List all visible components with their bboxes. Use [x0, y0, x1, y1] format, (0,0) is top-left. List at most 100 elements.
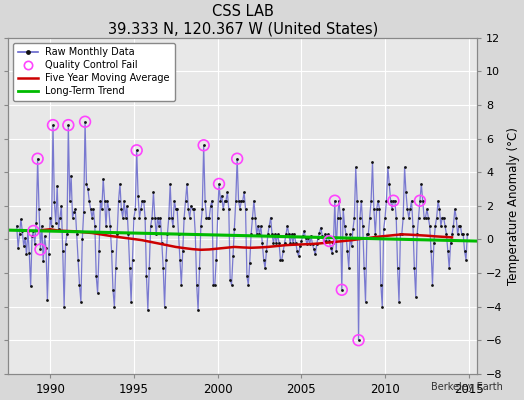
Point: [181, 198, 190, 204]
Point: [417, 181, 425, 187]
Point: [382, 198, 390, 204]
Point: [290, 231, 299, 238]
Legend: Raw Monthly Data, Quality Control Fail, Five Year Moving Average, Long-Term Tren: Raw Monthly Data, Quality Control Fail, …: [13, 42, 174, 101]
Point: [217, 192, 226, 199]
Point: [326, 244, 335, 251]
Point: [204, 214, 212, 221]
Point: [366, 214, 374, 221]
Point: [215, 181, 223, 187]
Point: [54, 226, 63, 232]
Point: [64, 122, 72, 128]
Point: [377, 282, 385, 288]
Point: [242, 206, 250, 212]
Point: [211, 282, 219, 288]
Point: [394, 265, 402, 271]
Point: [70, 209, 78, 216]
Point: [112, 265, 120, 271]
Point: [398, 231, 406, 238]
Point: [423, 206, 431, 212]
Point: [144, 307, 152, 313]
Point: [123, 202, 131, 209]
Point: [150, 214, 159, 221]
Point: [350, 214, 358, 221]
Point: [316, 224, 325, 231]
Point: [274, 231, 282, 238]
Point: [163, 231, 171, 238]
Point: [135, 214, 144, 221]
Point: [430, 240, 438, 246]
Point: [166, 181, 174, 187]
Point: [53, 182, 61, 189]
Point: [96, 198, 105, 204]
Point: [18, 228, 27, 234]
Point: [201, 198, 209, 204]
Point: [368, 159, 377, 165]
Point: [269, 240, 278, 246]
Point: [339, 206, 347, 212]
Point: [187, 202, 195, 209]
Point: [407, 198, 416, 204]
Point: [400, 164, 409, 170]
Point: [320, 238, 328, 244]
Point: [34, 156, 42, 162]
Point: [264, 231, 272, 238]
Point: [19, 243, 28, 249]
Point: [238, 198, 247, 204]
Point: [294, 253, 303, 259]
Point: [444, 248, 452, 254]
Point: [167, 214, 176, 221]
Point: [286, 240, 294, 246]
Point: [91, 223, 99, 229]
Point: [237, 198, 246, 204]
Point: [371, 231, 379, 238]
Point: [347, 243, 356, 249]
Point: [386, 198, 395, 204]
Point: [354, 337, 363, 343]
Point: [424, 214, 432, 221]
Point: [23, 251, 31, 258]
Point: [139, 198, 148, 204]
Point: [452, 214, 461, 221]
Point: [396, 231, 405, 238]
Point: [29, 228, 38, 234]
Point: [89, 206, 97, 212]
Point: [346, 231, 354, 238]
Point: [453, 231, 462, 238]
Point: [449, 223, 457, 229]
Point: [38, 223, 46, 229]
Point: [84, 186, 92, 192]
Point: [133, 147, 141, 154]
Point: [200, 142, 208, 148]
Point: [248, 214, 257, 221]
Point: [335, 198, 343, 204]
Point: [185, 214, 194, 221]
Point: [419, 198, 427, 204]
Point: [107, 248, 116, 254]
Point: [160, 303, 169, 310]
Point: [324, 231, 332, 238]
Point: [342, 231, 350, 238]
Point: [279, 248, 287, 254]
Point: [280, 240, 289, 246]
Point: [64, 122, 72, 128]
Point: [195, 265, 204, 271]
Point: [118, 214, 127, 221]
Point: [101, 198, 109, 204]
Point: [36, 246, 45, 253]
Point: [233, 156, 242, 162]
Point: [329, 240, 337, 246]
Point: [435, 206, 444, 212]
Point: [21, 234, 29, 241]
Point: [59, 248, 67, 254]
Point: [276, 256, 285, 263]
Point: [170, 198, 179, 204]
Point: [154, 214, 162, 221]
Point: [174, 231, 183, 238]
Point: [345, 265, 353, 271]
Point: [215, 181, 223, 187]
Point: [208, 198, 216, 204]
Point: [389, 198, 398, 204]
Point: [406, 206, 414, 212]
Point: [131, 206, 139, 212]
Point: [110, 303, 118, 310]
